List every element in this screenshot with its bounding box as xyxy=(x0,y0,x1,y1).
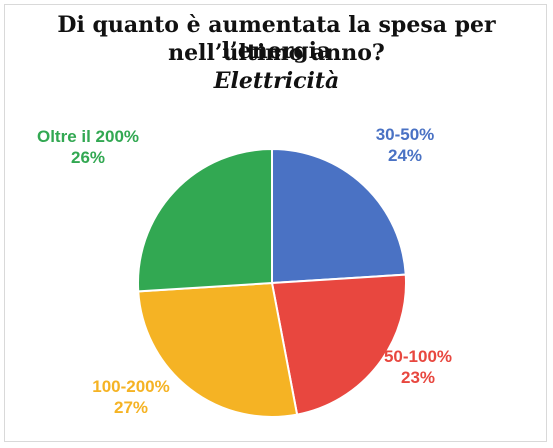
pie-slice-30-50- xyxy=(271,147,407,285)
slice-value-label: 23% xyxy=(401,368,435,387)
slice-value-label: 27% xyxy=(114,398,148,417)
slice-label: Oltre il 200% xyxy=(37,127,139,146)
pie-slice-50-100- xyxy=(270,273,408,416)
slice-value-label: 24% xyxy=(388,146,422,165)
slice-label: 50-100% xyxy=(384,347,452,366)
chart-subtitle: Elettricità xyxy=(213,68,340,94)
chart-title: Di quanto è aumentata la spesa per l’ene… xyxy=(57,12,496,64)
pie-slice-oltre-il-200- xyxy=(137,147,273,293)
slice-label: 100-200% xyxy=(92,377,170,396)
chart-frame xyxy=(4,4,547,442)
slice-value-label: 26% xyxy=(71,148,105,167)
slice-label: 30-50% xyxy=(376,125,435,144)
pie-slice-100-200- xyxy=(137,281,299,418)
chart-title-line2: nell’ultimo anno? xyxy=(168,40,385,66)
